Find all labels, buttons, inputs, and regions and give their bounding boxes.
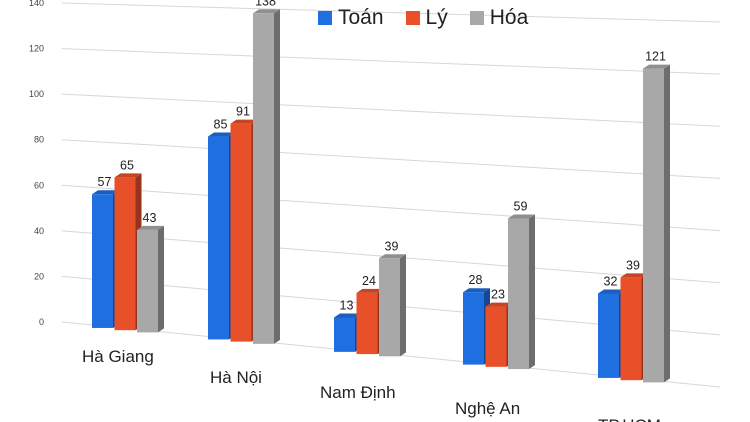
data-label-2-0: 13 bbox=[340, 298, 354, 312]
data-label-3-1: 23 bbox=[491, 288, 505, 302]
data-label-4-0: 32 bbox=[604, 274, 618, 288]
legend-item-1: Toán bbox=[318, 6, 384, 30]
data-label-0-0: 57 bbox=[98, 175, 112, 189]
data-label-1-1: 91 bbox=[236, 105, 250, 119]
gridline-140 bbox=[61, 2, 721, 23]
legend-label-2: Lý bbox=[425, 6, 448, 29]
gridline-80 bbox=[61, 139, 721, 179]
y-tick-label-40: 40 bbox=[34, 226, 44, 236]
x-category-label-2: Nam Định bbox=[320, 383, 396, 402]
legend-label-3: Hóa bbox=[489, 6, 529, 29]
bar-3-2 bbox=[508, 214, 535, 370]
y-tick-label-0: 0 bbox=[39, 317, 44, 327]
bar-1-2 bbox=[253, 9, 280, 344]
y-tick-label-20: 20 bbox=[34, 271, 44, 281]
data-label-2-2: 39 bbox=[385, 239, 399, 253]
data-label-3-2: 59 bbox=[514, 199, 528, 213]
legend-item-2: Lý bbox=[405, 6, 448, 30]
gridline-120 bbox=[61, 48, 721, 75]
x-category-label-3: Nghệ An bbox=[455, 399, 520, 418]
data-label-2-1: 24 bbox=[362, 274, 376, 288]
legend-swatch-2 bbox=[405, 11, 420, 25]
data-label-1-0: 85 bbox=[214, 118, 228, 132]
data-label-1-2: 138 bbox=[255, 0, 276, 8]
y-tick-label-100: 100 bbox=[29, 89, 44, 99]
legend-label-1: Toán bbox=[338, 6, 384, 29]
x-category-label-1: Hà Nội bbox=[210, 368, 262, 387]
gridline-60 bbox=[61, 184, 721, 232]
legend-item-3: Hóa bbox=[469, 6, 529, 30]
y-tick-label-120: 120 bbox=[29, 44, 44, 54]
data-label-4-2: 121 bbox=[645, 50, 666, 64]
y-tick-label-80: 80 bbox=[34, 135, 44, 145]
data-label-4-1: 39 bbox=[626, 258, 640, 272]
data-label-0-2: 43 bbox=[143, 211, 157, 225]
bar-2-2 bbox=[379, 254, 406, 357]
legend-swatch-1 bbox=[318, 11, 332, 25]
y-tick-label-140: 140 bbox=[29, 0, 44, 8]
x-category-label-0: Hà Giang bbox=[82, 347, 154, 366]
y-tick-label-60: 60 bbox=[34, 180, 44, 190]
bar-0-2 bbox=[137, 225, 164, 333]
data-label-0-1: 65 bbox=[120, 158, 134, 172]
data-label-3-0: 28 bbox=[469, 273, 483, 287]
legend: Toán Lý Hóa bbox=[318, 6, 528, 30]
x-category-label-4: TP.HCM bbox=[598, 416, 661, 422]
gridline-100 bbox=[61, 93, 721, 127]
bar-4-2 bbox=[643, 64, 670, 383]
legend-swatch-3 bbox=[469, 11, 484, 25]
